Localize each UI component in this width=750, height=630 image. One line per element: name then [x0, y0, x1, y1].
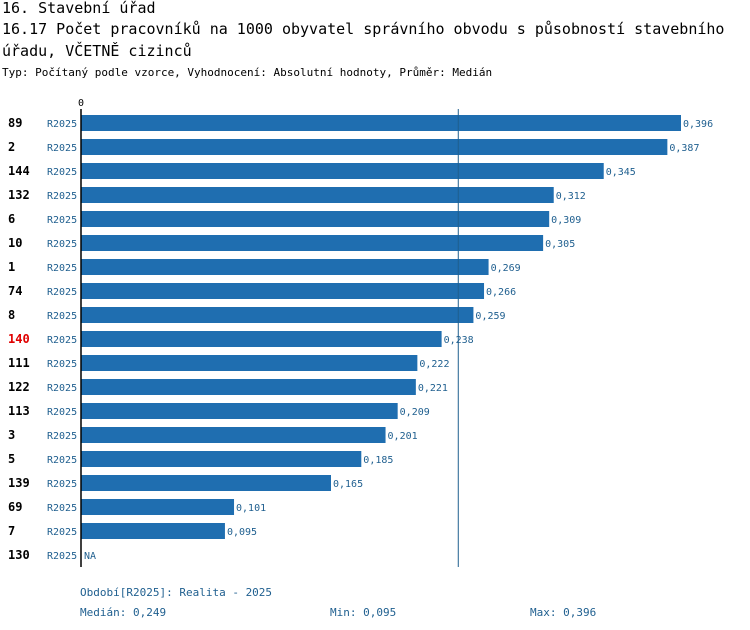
bar-value-label: 0,312: [556, 191, 586, 202]
row-period-label: R2025: [47, 311, 77, 322]
row-period-label: R2025: [47, 215, 77, 226]
row-period-label: R2025: [47, 527, 77, 538]
row-id-label: 2: [8, 140, 15, 154]
bar-122: [81, 379, 416, 395]
row-id-label: 89: [8, 116, 22, 130]
row-period-label: R2025: [47, 359, 77, 370]
row-period-label: R2025: [47, 263, 77, 274]
row-period-label: R2025: [47, 239, 77, 250]
bar-value-label: 0,095: [227, 527, 257, 538]
bar-132: [81, 187, 554, 203]
row-period-label: R2025: [47, 455, 77, 466]
bar-10: [81, 235, 544, 251]
row-period-label: R2025: [47, 335, 77, 346]
bar-value-label: 0,201: [388, 431, 418, 442]
row-id-label: 111: [8, 356, 30, 370]
row-period-label: R2025: [47, 551, 77, 562]
row-id-label: 69: [8, 500, 22, 514]
row-period-label: R2025: [47, 503, 77, 514]
row-id-label: 10: [8, 236, 22, 250]
bar-value-label: 0,185: [363, 455, 393, 466]
bar-144: [81, 163, 604, 179]
bar-value-label: 0,269: [491, 263, 521, 274]
bar-1: [81, 259, 489, 275]
axis-zero-label: 0: [78, 98, 84, 109]
row-id-label: 144: [8, 164, 30, 178]
bar-139: [81, 475, 331, 491]
bar-value-label: 0,165: [333, 479, 363, 490]
row-period-label: R2025: [47, 383, 77, 394]
bar-3: [81, 427, 386, 443]
bar-69: [81, 499, 235, 515]
period-note: Období[R2025]: Realita - 2025: [80, 586, 273, 599]
row-id-label: 5: [8, 452, 15, 466]
section-title: 16. Stavební úřad: [2, 0, 156, 17]
bar-value-label: NA: [84, 551, 96, 562]
bar-value-label: 0,396: [683, 119, 713, 130]
bar-value-label: 0,101: [236, 503, 266, 514]
bar-value-label: 0,221: [418, 383, 448, 394]
bar-74: [81, 283, 485, 299]
chart-title-line1: 16.17 Počet pracovníků na 1000 obyvatel …: [2, 20, 725, 38]
row-id-label: 139: [8, 476, 30, 490]
bar-value-label: 0,305: [545, 239, 575, 250]
bar-value-label: 0,222: [419, 359, 449, 370]
bar-value-label: 0,309: [551, 215, 581, 226]
row-id-label: 130: [8, 548, 30, 562]
row-id-label: 3: [8, 428, 15, 442]
row-id-label: 122: [8, 380, 30, 394]
bar-111: [81, 355, 418, 371]
row-id-label: 7: [8, 524, 15, 538]
bar-value-label: 0,259: [475, 311, 505, 322]
row-id-label: 132: [8, 188, 30, 202]
bar-7: [81, 523, 225, 539]
bar-6: [81, 211, 550, 227]
row-period-label: R2025: [47, 191, 77, 202]
chart-title-line2: úřadu, VČETNĚ cizinců: [2, 42, 192, 60]
row-id-label: 74: [8, 284, 22, 298]
row-period-label: R2025: [47, 143, 77, 154]
bar-value-label: 0,387: [669, 143, 699, 154]
bar-89: [81, 115, 681, 131]
row-period-label: R2025: [47, 431, 77, 442]
chart-subtitle: Typ: Počítaný podle vzorce, Vyhodnocení:…: [2, 66, 493, 79]
bar-5: [81, 451, 362, 467]
row-period-label: R2025: [47, 287, 77, 298]
row-period-label: R2025: [47, 167, 77, 178]
bar-113: [81, 403, 398, 419]
bar-2: [81, 139, 668, 155]
row-period-label: R2025: [47, 119, 77, 130]
row-id-label: 113: [8, 404, 30, 418]
median-stat: Medián: 0,249: [80, 606, 167, 619]
row-id-label: 6: [8, 212, 15, 226]
bar-value-label: 0,266: [486, 287, 516, 298]
row-period-label: R2025: [47, 407, 77, 418]
bar-value-label: 0,345: [606, 167, 636, 178]
row-id-label: 1: [8, 260, 15, 274]
row-id-label: 140: [8, 332, 30, 346]
row-id-label: 8: [8, 308, 15, 322]
bar-8: [81, 307, 474, 323]
bar-140: [81, 331, 442, 347]
bar-value-label: 0,209: [400, 407, 430, 418]
max-stat: Max: 0,396: [530, 606, 597, 619]
min-stat: Min: 0,095: [330, 606, 397, 619]
row-period-label: R2025: [47, 479, 77, 490]
